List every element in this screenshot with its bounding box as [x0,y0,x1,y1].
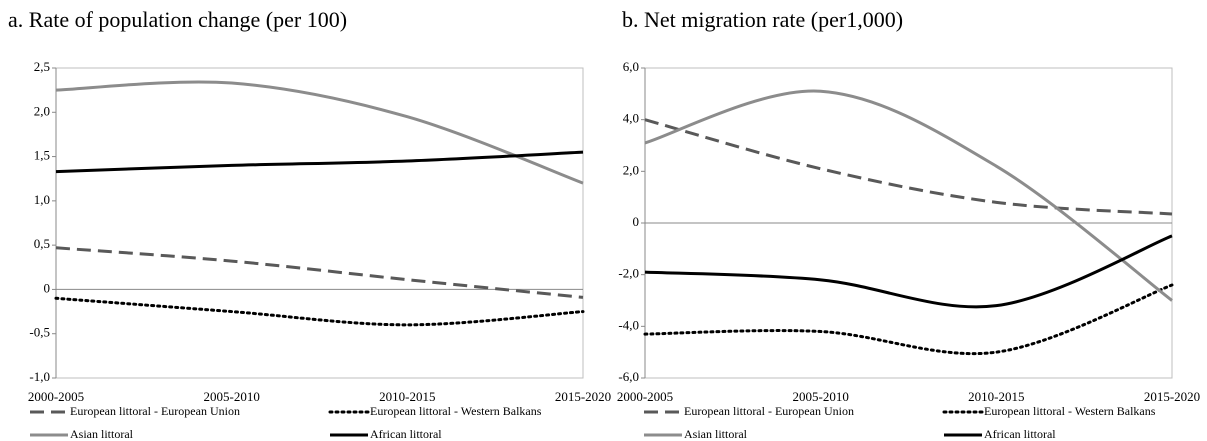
series-line [55,80,584,185]
y-tick-label: 2,0 [623,162,639,177]
legend-label: African littoral [984,427,1056,441]
x-tick-label: 2015-2020 [1144,389,1200,404]
y-tick-label: 2,0 [34,103,50,118]
x-tick-label: 2010-2015 [968,389,1024,404]
y-tick-label: 4,0 [623,111,639,126]
y-tick-label: 0 [44,280,51,295]
x-tick-label: 2000-2005 [28,389,84,404]
series-line [644,89,1173,302]
legend-label: African littoral [370,427,442,441]
y-tick-label: -2,0 [618,266,639,281]
plot-frame [55,67,584,379]
series-line [55,150,584,174]
chart-title: a. Rate of population change (per 100) [8,7,347,32]
y-tick-label: -4,0 [618,317,639,332]
y-tick-label: 1,0 [34,192,50,207]
legend-label: European littoral - European Union [70,404,240,418]
y-tick-label: 2,5 [34,59,50,74]
chart-title: b. Net migration rate (per1,000) [622,7,903,32]
series-line [55,246,584,299]
x-tick-label: 2015-2020 [555,389,611,404]
legend-label: Asian littoral [684,427,748,441]
y-tick-label: -1,0 [29,369,50,384]
y-tick-label: 6,0 [623,59,639,74]
legend-label: Asian littoral [70,427,134,441]
series-line [643,283,1174,356]
y-tick-label: -6,0 [618,369,639,384]
x-tick-label: 2005-2010 [792,389,848,404]
y-tick-label: -0,5 [29,325,50,340]
legend-label: European littoral - Western Balkans [984,404,1156,418]
legend-label: European littoral - European Union [684,404,854,418]
y-tick-label: 0,5 [34,236,50,251]
y-tick-label: 1,5 [34,148,50,163]
x-tick-label: 2005-2010 [203,389,259,404]
legend-label: European littoral - Western Balkans [370,404,542,418]
x-tick-label: 2010-2015 [379,389,435,404]
y-tick-label: 0 [633,214,640,229]
x-tick-label: 2000-2005 [617,389,673,404]
series-line [54,296,585,327]
series-line [644,118,1173,216]
series-line [644,234,1173,309]
